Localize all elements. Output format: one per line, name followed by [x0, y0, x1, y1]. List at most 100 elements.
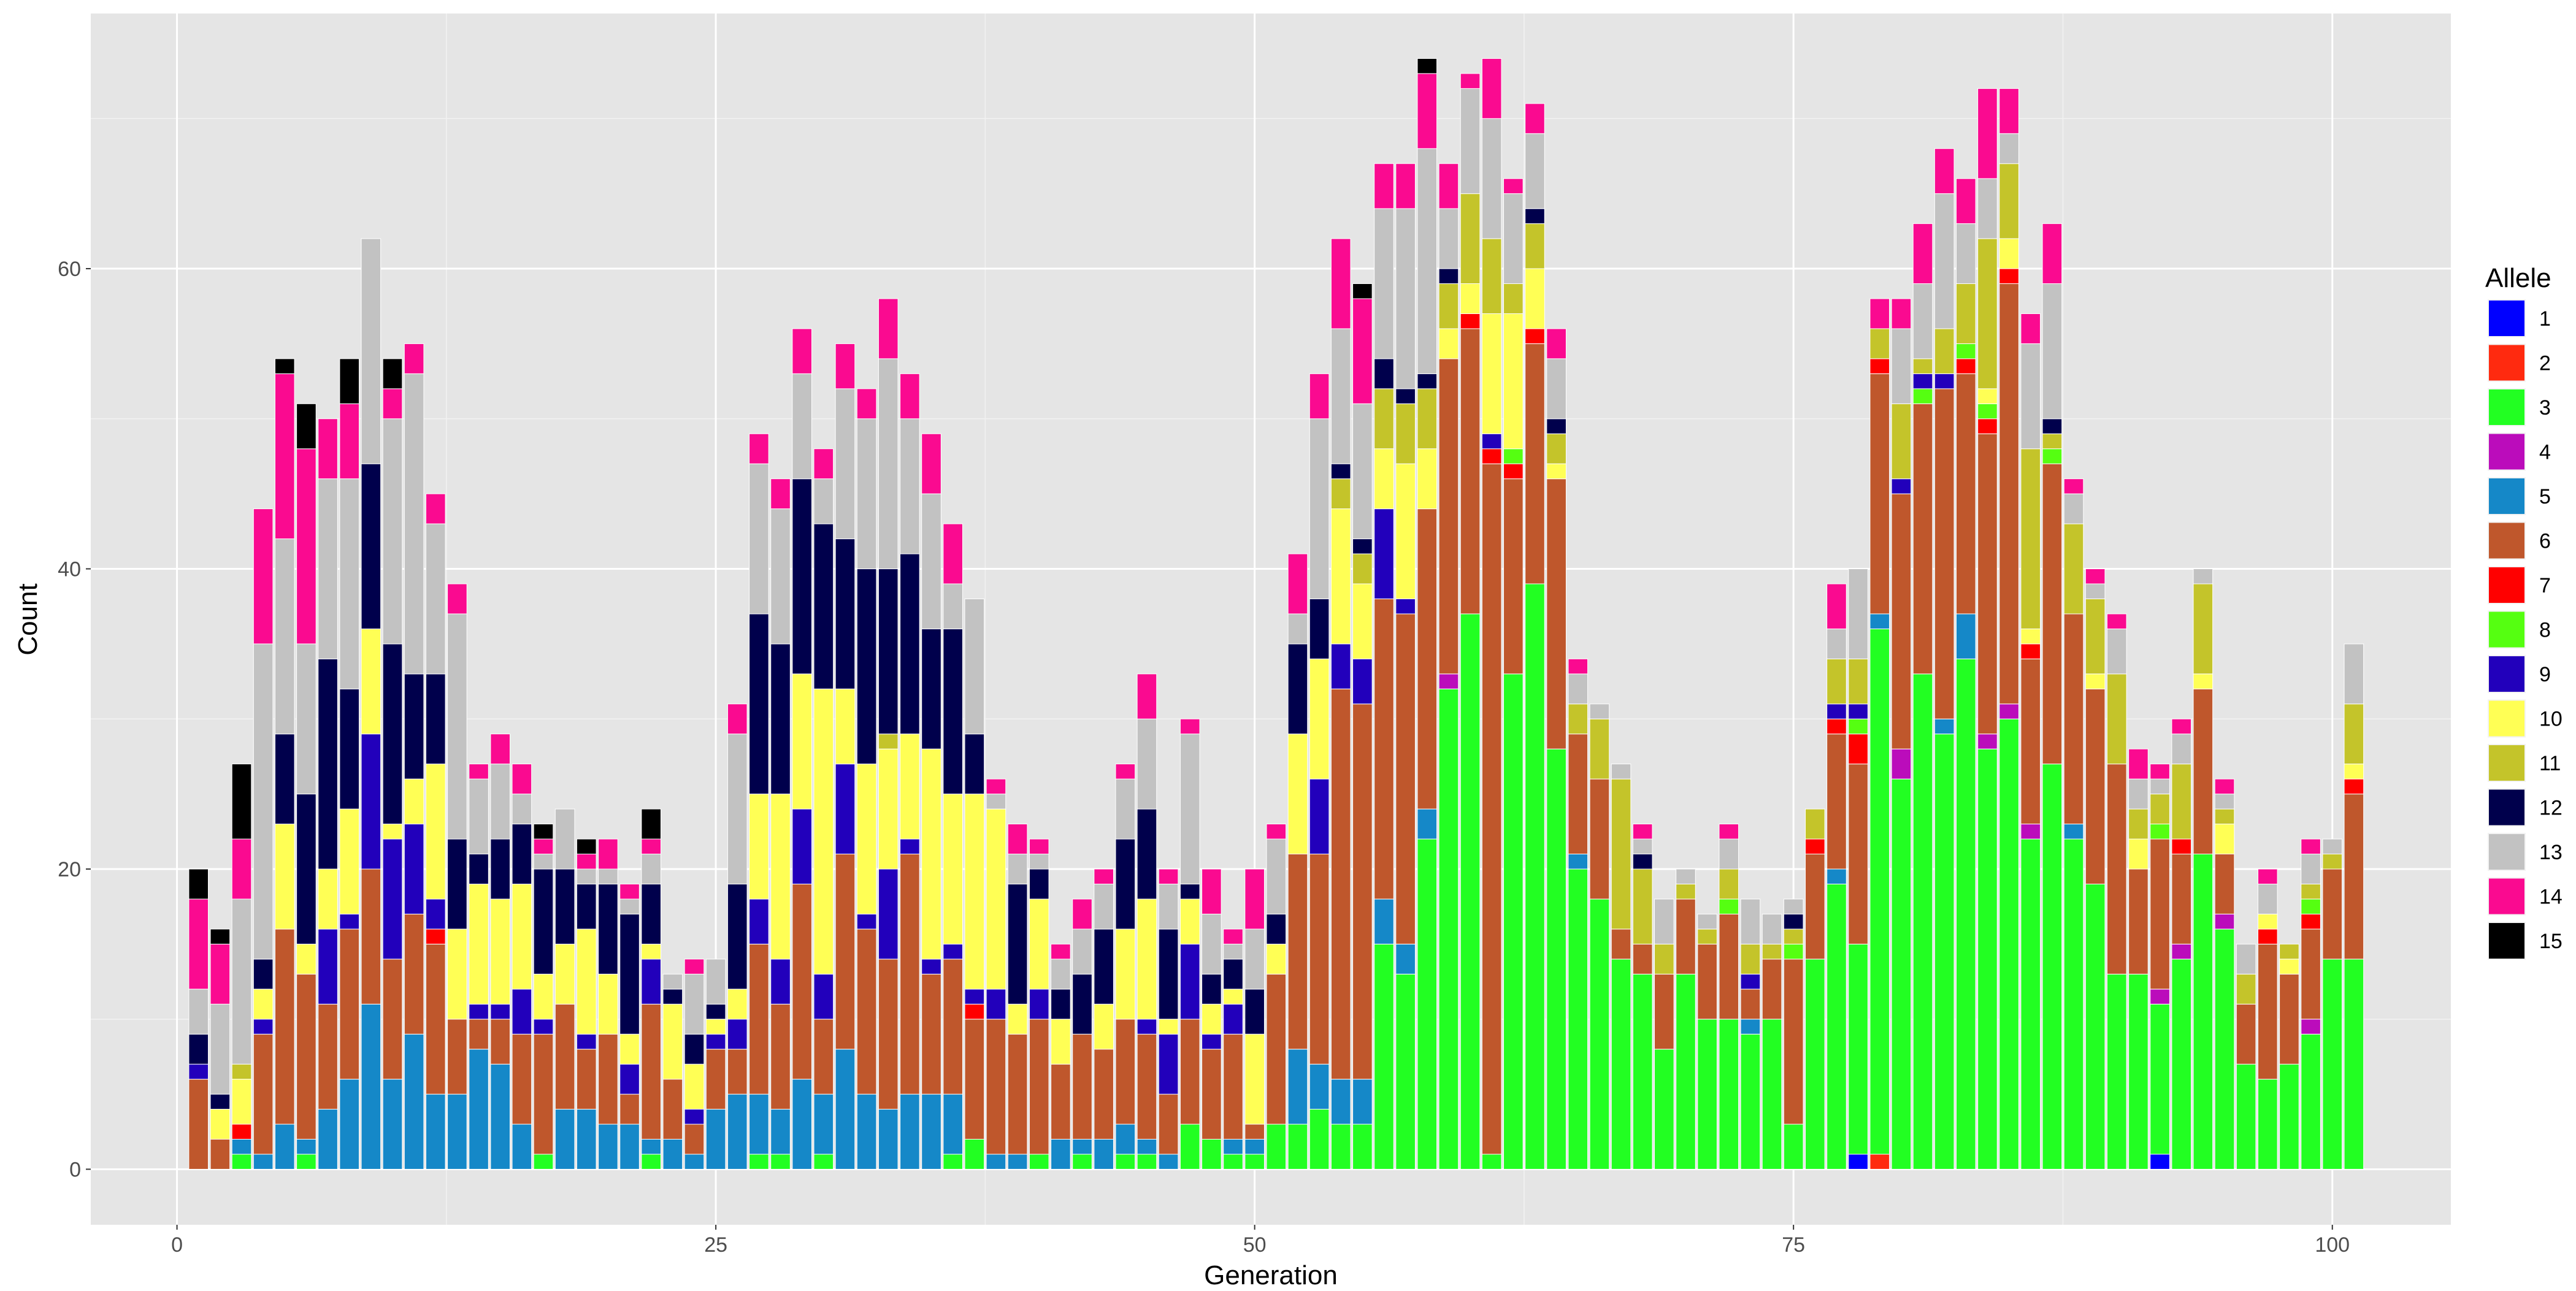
bar-segment-allele-13: [749, 463, 769, 615]
bar-segment-allele-13: [1654, 898, 1674, 944]
bar-segment-allele-6: [964, 1019, 985, 1140]
bar-segment-allele-6: [2042, 463, 2063, 765]
bar-segment-allele-8: [2301, 898, 2321, 914]
bar-stack-generation-63: [1525, 103, 1545, 1170]
bar-stack-generation-46: [1158, 868, 1179, 1170]
bar-segment-allele-5: [727, 1094, 748, 1170]
bar-segment-allele-12: [813, 523, 834, 689]
bar-segment-allele-6: [1783, 959, 1804, 1125]
bar-segment-allele-14: [404, 343, 424, 374]
bar-stack-generation-56: [1374, 163, 1394, 1170]
y-tick-label: 0: [69, 1158, 81, 1181]
bar-segment-allele-10: [576, 929, 597, 1035]
bar-segment-allele-6: [900, 854, 920, 1095]
bar-segment-allele-11: [2020, 448, 2041, 629]
bar-segment-allele-6: [382, 959, 403, 1080]
bar-segment-allele-13: [2214, 794, 2235, 810]
bar-segment-allele-5: [986, 1154, 1006, 1170]
bar-stack-generation-65: [1568, 658, 1589, 1170]
bar-segment-allele-3: [2085, 883, 2106, 1170]
bar-segment-allele-11: [1827, 658, 1847, 705]
bar-segment-allele-6: [2063, 613, 2084, 825]
bar-stack-generation-82: [1934, 148, 1955, 1170]
bar-segment-allele-14: [1395, 163, 1416, 209]
bar-segment-allele-13: [1115, 778, 1136, 840]
bar-segment-allele-5: [1417, 808, 1438, 840]
bar-segment-allele-9: [1827, 703, 1847, 719]
bar-segment-allele-5: [1137, 1139, 1157, 1155]
bar-segment-allele-6: [619, 1094, 640, 1125]
bar-stack-generation-73: [1740, 898, 1761, 1170]
bar-segment-allele-13: [1783, 898, 1804, 914]
bar-segment-allele-11: [2193, 583, 2214, 675]
legend-label: 13: [2539, 841, 2563, 864]
bar-segment-allele-9: [1740, 973, 1761, 990]
bar-segment-allele-3: [1999, 718, 2019, 1170]
bar-segment-allele-5: [1395, 943, 1416, 975]
bar-segment-allele-6: [1999, 283, 2019, 705]
bar-segment-allele-12: [382, 643, 403, 825]
bar-segment-allele-5: [598, 1124, 618, 1170]
bar-stack-generation-100: [2322, 838, 2343, 1170]
bar-stack-generation-77: [1827, 583, 1847, 1170]
bar-segment-allele-12: [1202, 973, 1222, 1005]
bar-stack-generation-92: [2150, 764, 2170, 1170]
bar-segment-allele-11: [2085, 598, 2106, 675]
bar-segment-allele-14: [835, 343, 856, 389]
bar-segment-allele-3: [1481, 1154, 1502, 1170]
bar-stack-generation-38: [986, 778, 1006, 1170]
bar-segment-allele-6: [1266, 973, 1287, 1125]
bar-segment-allele-4: [1999, 703, 2019, 719]
legend-swatch: [2489, 834, 2524, 870]
bar-stack-generation-54: [1330, 238, 1351, 1170]
bar-segment-allele-14: [1244, 868, 1265, 930]
bar-segment-allele-10: [619, 1033, 640, 1065]
bar-stack-generation-81: [1912, 223, 1933, 1170]
bar-segment-allele-11: [1330, 478, 1351, 510]
bar-stack-generation-76: [1805, 808, 1825, 1170]
bar-segment-allele-14: [425, 493, 446, 524]
x-tick-label: 100: [2315, 1233, 2350, 1257]
bar-segment-allele-5: [1051, 1139, 1071, 1170]
bar-segment-allele-9: [835, 764, 856, 855]
bar-segment-allele-11: [2301, 883, 2321, 900]
bar-segment-allele-3: [641, 1154, 661, 1170]
bar-segment-allele-7: [1525, 328, 1545, 344]
bar-segment-allele-11: [1460, 193, 1481, 285]
bar-segment-allele-5: [1115, 1124, 1136, 1155]
bar-segment-allele-6: [404, 913, 424, 1035]
bar-segment-allele-5: [447, 1094, 467, 1170]
bar-stack-generation-40: [1029, 838, 1049, 1170]
bar-segment-allele-10: [792, 673, 812, 810]
bar-segment-allele-14: [339, 403, 360, 480]
legend-swatch: [2489, 301, 2524, 336]
bar-segment-allele-12: [512, 824, 532, 884]
bar-segment-allele-11: [2322, 854, 2343, 870]
bar-segment-allele-3: [1740, 1033, 1761, 1170]
bar-segment-allele-14: [598, 838, 618, 870]
bar-segment-allele-12: [770, 643, 791, 795]
bar-segment-allele-13: [1912, 283, 1933, 359]
bar-segment-allele-6: [1934, 388, 1955, 719]
bar-segment-allele-5: [705, 1109, 726, 1170]
bar-segment-allele-3: [1611, 959, 1631, 1170]
bar-segment-allele-10: [662, 1003, 683, 1080]
bar-segment-allele-11: [1977, 238, 1998, 389]
bar-segment-allele-6: [1827, 734, 1847, 870]
bar-segment-allele-12: [425, 673, 446, 765]
bar-segment-allele-6: [274, 929, 295, 1125]
bar-segment-allele-12: [318, 658, 338, 870]
bar-segment-allele-14: [2020, 313, 2041, 344]
bar-segment-allele-14: [490, 734, 511, 765]
bar-segment-allele-10: [684, 1063, 705, 1110]
bar-segment-allele-15: [339, 358, 360, 404]
bar-segment-allele-9: [1891, 478, 1912, 494]
legend-item-allele-13: 13: [2488, 833, 2563, 871]
bar-stack-generation-97: [2257, 868, 2278, 1170]
bar-segment-allele-13: [1503, 193, 1524, 285]
bar-segment-allele-10: [1374, 448, 1394, 510]
bar-segment-allele-14: [1158, 868, 1179, 884]
bar-segment-allele-5: [792, 1079, 812, 1170]
bar-segment-allele-12: [598, 883, 618, 975]
bar-stack-generation-1: [188, 868, 209, 1170]
